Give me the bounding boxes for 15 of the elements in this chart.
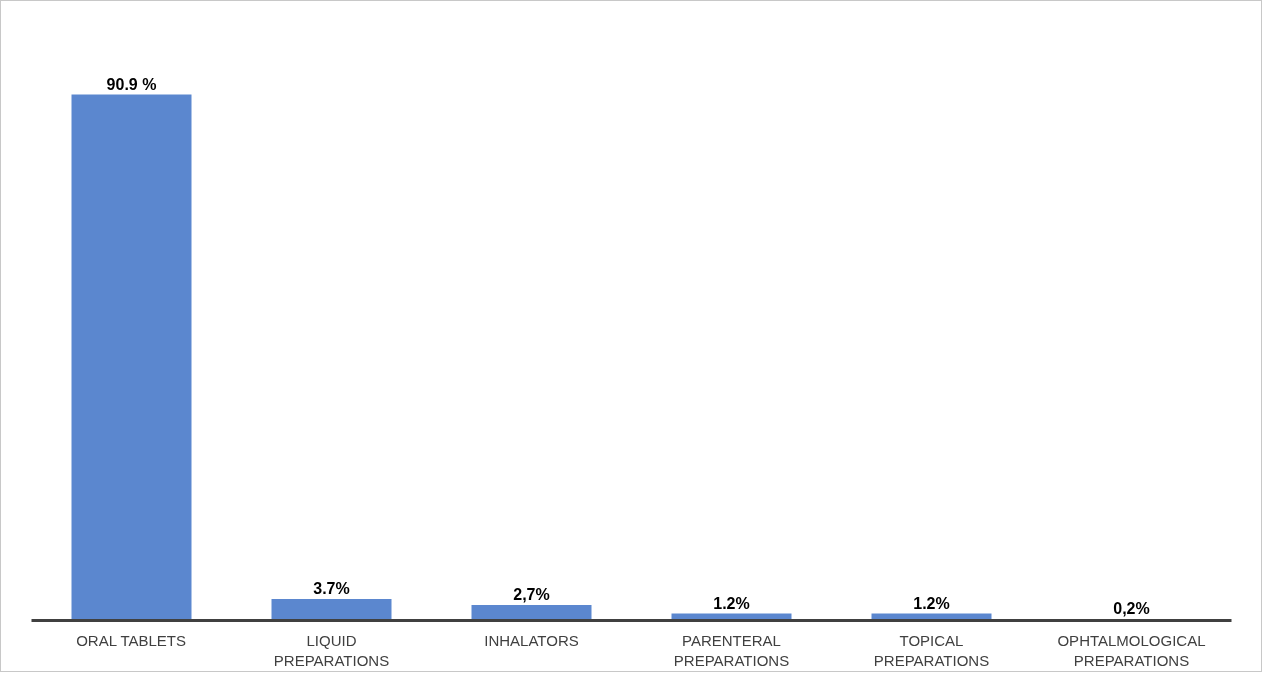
x-tick-label: LIQUID PREPARATIONS (273, 631, 390, 669)
data-label: 2,7% (513, 585, 550, 603)
data-label: 1.2% (713, 594, 750, 612)
bar (271, 599, 392, 621)
x-tick-label: OPHTALMOLOGICAL PREPARATIONS (1057, 631, 1206, 669)
data-label: 3.7% (313, 580, 350, 598)
bar (71, 94, 192, 621)
x-tick-label: PARENTERAL PREPARATIONS (673, 631, 790, 669)
data-label: 0,2% (1113, 600, 1150, 618)
x-tick-label: TOPICAL PREPARATIONS (873, 631, 990, 669)
x-tick-label: INHALATORS (484, 631, 579, 649)
data-label: 90.9 % (106, 75, 157, 93)
bar (471, 604, 592, 621)
x-tick-label: ORAL TABLETS (76, 631, 186, 649)
data-label: 1.2% (913, 594, 950, 612)
